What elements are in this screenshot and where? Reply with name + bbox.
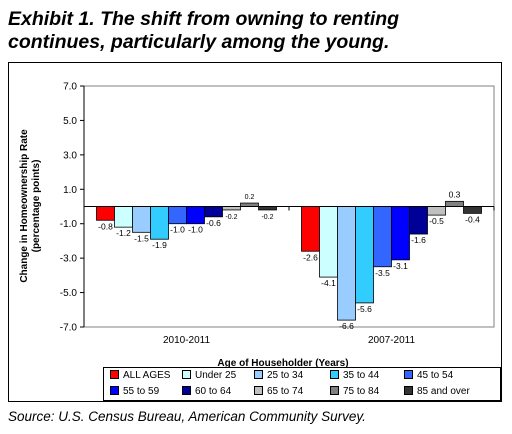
bar-data-label: -0.2 [225,214,237,221]
bar-data-label: -3.1 [393,261,408,271]
bar [168,206,187,225]
legend-label: 55 to 59 [123,386,160,397]
bar [186,206,205,225]
bar-data-label: 0.3 [449,189,461,199]
bar-data-label: -1.9 [152,240,167,250]
bar [319,206,338,278]
legend-swatch [404,386,413,395]
legend-swatch [182,370,191,379]
y-tick-label: 3.0 [63,150,77,161]
x-category-label: 2010-2011 [163,335,211,346]
legend-item: 45 to 54 [404,369,453,383]
y-tick-label: -3.0 [60,254,78,265]
bar-data-label: -0.2 [261,214,273,221]
legend-label: Under 25 [195,370,237,381]
y-axis-label-line-1: Change in Homeownership Rate [19,129,30,283]
legend-item: 75 to 84 [330,385,379,399]
legend-swatch [110,370,119,379]
bar [427,206,446,216]
legend-item: 65 to 74 [254,385,303,399]
bar [445,200,464,207]
y-tick-label: -7.0 [60,323,78,334]
bar [132,206,151,233]
bar [258,206,277,211]
legend-item: ALL AGES [110,369,170,383]
legend: ALL AGES Under 25 25 to 34 35 to 44 45 to 54… [103,367,501,401]
legend-label: 60 to 64 [195,386,232,397]
bar-data-label: -1.6 [411,235,426,245]
x-category-label: 2007-2011 [368,335,416,346]
legend-swatch [330,386,339,395]
bar [409,206,428,235]
chart-frame [8,62,502,402]
legend-item: 85 and over [404,385,470,399]
y-tick-label: 5.0 [63,116,77,127]
bar [391,206,410,261]
bar-data-label: -3.5 [375,268,390,278]
bar-data-label: -1.0 [170,225,185,235]
y-tick-label: 7.0 [63,82,77,93]
bar-data-label: 0.2 [245,194,255,201]
legend-item: 25 to 34 [254,369,303,383]
legend-swatch [182,386,191,395]
legend-label: 75 to 84 [343,386,380,397]
chart-title: Exhibit 1. The shift from owning to rent… [8,8,508,54]
legend-label: 65 to 74 [267,386,304,397]
bar [373,206,392,268]
bar-data-label: -1.0 [188,225,203,235]
bar [96,206,115,221]
y-tick-label: -5.0 [60,288,78,299]
bar [301,206,320,252]
legend-swatch [110,386,119,395]
x-axis-label: Age of Householder (Years) [217,358,348,369]
legend-item: 35 to 44 [330,369,379,383]
title-line-1: Exhibit 1. The shift from owning to rent… [8,8,400,30]
legend-swatch [404,370,413,379]
y-tick-label: -1.0 [60,219,78,230]
legend-label: 45 to 54 [417,370,454,381]
bar-data-label: -0.6 [206,218,221,228]
legend-swatch [330,370,339,379]
bar [240,202,259,207]
legend-swatch [254,386,263,395]
bar-data-label: -6.6 [339,321,354,331]
legend-item: 60 to 64 [182,385,231,399]
bar-data-label: -0.5 [429,216,444,226]
bar [204,206,223,218]
source-note: Source: U.S. Census Bureau, American Com… [8,409,366,424]
legend-label: ALL AGES [123,370,171,381]
bar [114,206,133,228]
bar [150,206,169,240]
bar-data-label: -0.4 [465,214,480,224]
bar-data-label: -4.1 [321,278,336,288]
bar-data-label: -5.6 [357,304,372,314]
y-tick-label: 1.0 [63,185,77,196]
bar-data-label: -0.8 [98,221,113,231]
legend-item: 55 to 59 [110,385,159,399]
legend-label: 85 and over [417,386,470,397]
bar [222,206,241,211]
bar-data-label: -1.5 [134,233,149,243]
bar-data-label: -1.2 [116,228,131,238]
legend-item: Under 25 [182,369,236,383]
bar [337,206,356,321]
legend-swatch [254,370,263,379]
bar [463,206,482,214]
title-line-2: continues, particularly among the young. [8,31,390,53]
legend-label: 25 to 34 [267,370,304,381]
y-axis-label-line-2: (percentage points) [31,160,42,253]
bar [355,206,374,304]
bar-data-label: -2.6 [303,252,318,262]
legend-label: 35 to 44 [343,370,380,381]
